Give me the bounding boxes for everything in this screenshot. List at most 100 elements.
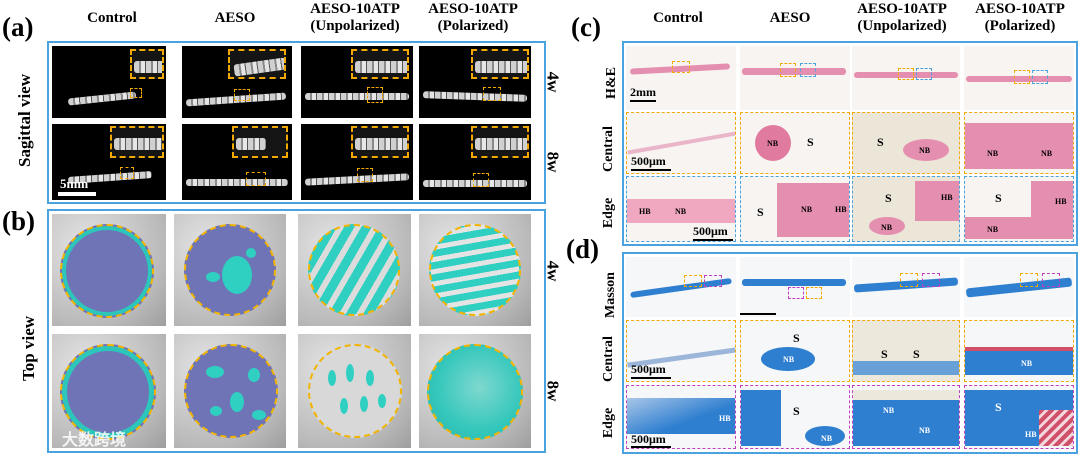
panel-c-col-control: Control bbox=[653, 10, 703, 26]
masson-overview-polarized bbox=[964, 257, 1074, 317]
ct-sagittal-unpolarized-4w bbox=[301, 46, 413, 118]
top-view-control-8w bbox=[52, 334, 166, 448]
he-overview-unpolarized bbox=[852, 46, 960, 110]
ct-sagittal-aeso-4w bbox=[182, 46, 292, 118]
ct-roi-box bbox=[234, 89, 250, 101]
he-edge-unpolarized: S NB HB bbox=[852, 176, 960, 242]
ct-roi-box bbox=[246, 172, 266, 186]
panel-a-row-8w: 8w bbox=[543, 151, 563, 173]
panel-a-letter: (a) bbox=[2, 12, 34, 42]
panel-c-frame bbox=[622, 41, 1078, 246]
ct-roi-box bbox=[120, 167, 134, 179]
panel-b-letter: (b) bbox=[2, 206, 35, 236]
he-central-control: 500μm bbox=[626, 112, 736, 174]
masson-overview-control bbox=[626, 257, 736, 317]
ct-inset bbox=[471, 49, 529, 79]
he-overview-control: 2mm bbox=[626, 46, 736, 110]
ct-inset bbox=[232, 126, 288, 158]
he-scale-bar bbox=[630, 100, 656, 102]
tissue-label-s: S bbox=[877, 135, 884, 149]
watermark: 大数跨境 bbox=[62, 430, 127, 449]
tissue-label-hb: HB bbox=[835, 205, 847, 214]
ct-sagittal-polarized-4w bbox=[419, 46, 531, 118]
masson-central-control: 500μm bbox=[626, 320, 736, 382]
top-view-polarized-4w bbox=[419, 214, 531, 326]
ct-inset bbox=[110, 126, 164, 158]
tissue-label-nb: NB bbox=[821, 434, 833, 443]
panel-c-letter: (c) bbox=[571, 12, 601, 42]
tissue-label-nb: NB bbox=[919, 426, 931, 435]
masson-scale-bar bbox=[740, 313, 776, 315]
ct-sagittal-polarized-8w bbox=[419, 124, 531, 200]
panel-a-col-polarized: AESO-10ATP (Polarized) bbox=[428, 1, 518, 34]
panel-a-row-label: Sagittal view bbox=[15, 73, 35, 168]
masson-edge-control: HB 500μm bbox=[626, 385, 736, 449]
panel-b-row-4w: 4w bbox=[543, 260, 563, 282]
panel-b-row-label: Top view bbox=[19, 315, 39, 382]
ct-sagittal-control-8w: 5mm bbox=[52, 124, 166, 200]
masson-central-unpolarized: S S bbox=[852, 320, 960, 382]
he-edge-aeso: S NB HB bbox=[740, 176, 850, 242]
top-view-aeso-4w bbox=[174, 214, 286, 326]
masson-edge-polarized: S HB bbox=[964, 385, 1074, 449]
masson-overview-unpolarized bbox=[852, 257, 960, 317]
tissue-label-nb: NB bbox=[1041, 149, 1053, 158]
ct-sagittal-unpolarized-8w bbox=[301, 124, 413, 200]
panel-d-frame bbox=[622, 252, 1078, 454]
tissue-label-nb: NB bbox=[919, 146, 931, 155]
he-central-polarized: NB NB bbox=[964, 112, 1074, 174]
panel-c-row-central: Central bbox=[600, 126, 616, 172]
tissue-label-hb: HB bbox=[639, 207, 651, 216]
ct-roi-box bbox=[483, 87, 501, 101]
tissue-label-s: S bbox=[885, 191, 892, 205]
ct-sagittal-control-4w bbox=[52, 46, 166, 118]
panel-a-col-aeso: AESO bbox=[214, 10, 256, 26]
panel-c-row-he: H&E bbox=[603, 67, 619, 99]
tissue-label-s: S bbox=[995, 400, 1002, 414]
masson-central-scale-bar bbox=[631, 377, 671, 379]
tissue-label-s: S bbox=[793, 404, 800, 418]
ct-inset bbox=[130, 49, 164, 79]
panel-c-col-aeso: AESO bbox=[769, 10, 811, 26]
panel-d-row-masson: Masson bbox=[602, 272, 618, 318]
top-view-unpolarized-8w bbox=[298, 334, 411, 448]
panel-c-row-edge: Edge bbox=[601, 197, 617, 229]
tissue-label-nb: NB bbox=[767, 139, 779, 148]
he-edge-polarized: S NB HB bbox=[964, 176, 1074, 242]
masson-edge-aeso: S NB bbox=[740, 385, 850, 449]
panel-a-col-unpolarized: AESO-10ATP (Unpolarized) bbox=[310, 1, 400, 34]
tissue-label-s: S bbox=[793, 331, 800, 345]
he-overview-polarized bbox=[964, 46, 1074, 110]
top-view-aeso-8w bbox=[174, 334, 286, 448]
tissue-label-hb: HB bbox=[941, 193, 953, 202]
tissue-label-nb: NB bbox=[987, 225, 999, 234]
masson-central-aeso: NB S bbox=[740, 320, 850, 382]
panel-a-frame bbox=[47, 41, 546, 204]
he-central-scale-label: 500μm bbox=[631, 154, 666, 168]
ct-scale-label: 5mm bbox=[60, 176, 89, 191]
panel-a-col-control: Control bbox=[87, 10, 137, 26]
he-central-scale-bar bbox=[631, 169, 671, 171]
he-overview-aeso bbox=[740, 46, 850, 110]
top-view-polarized-8w bbox=[419, 334, 531, 448]
tissue-label-nb: NB bbox=[1021, 359, 1033, 368]
tissue-label-nb: NB bbox=[783, 355, 795, 364]
panel-d-letter: (d) bbox=[566, 234, 599, 264]
masson-central-scale-label: 500μm bbox=[631, 362, 666, 376]
ct-inset bbox=[351, 126, 409, 158]
he-edge-control: HB NB 500μm bbox=[626, 176, 736, 242]
tissue-label-s: S bbox=[881, 347, 888, 361]
he-scale-label: 2mm bbox=[630, 85, 656, 99]
tissue-label-s: S bbox=[913, 347, 920, 361]
panel-c-col-polarized: AESO-10ATP (Polarized) bbox=[975, 1, 1065, 34]
he-central-aeso: NB S bbox=[740, 112, 850, 174]
tissue-label-s: S bbox=[807, 135, 814, 149]
panel-b-frame bbox=[47, 209, 546, 453]
ct-inset bbox=[471, 126, 529, 158]
he-edge-scale-bar bbox=[693, 239, 733, 241]
tissue-label-nb: NB bbox=[801, 205, 813, 214]
tissue-label-hb: HB bbox=[1025, 430, 1037, 439]
masson-edge-scale-bar bbox=[631, 446, 671, 448]
tissue-label-nb: NB bbox=[881, 223, 893, 232]
ct-sagittal-aeso-8w bbox=[182, 124, 292, 200]
